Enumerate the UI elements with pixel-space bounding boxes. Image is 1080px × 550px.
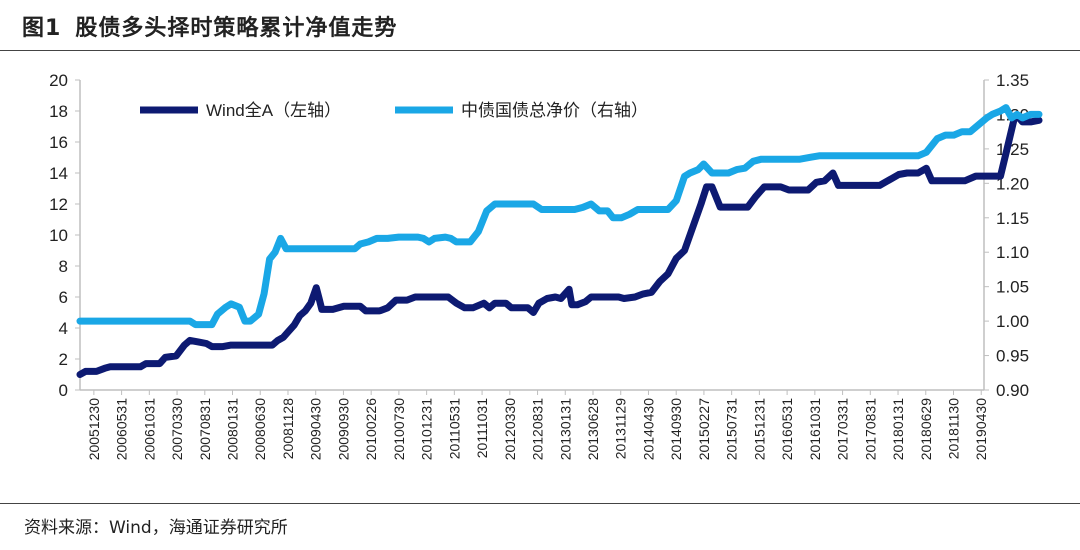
x-axis-tick-label: 20130131 bbox=[557, 398, 573, 461]
x-axis-tick-label: 20051230 bbox=[86, 398, 102, 461]
right-axis-tick-label: 0.90 bbox=[996, 381, 1029, 400]
x-axis-tick-label: 20111031 bbox=[474, 398, 490, 458]
chart-area: 0 2 4 6 8 10 12 14 16 18 20 0.90 0.95 1.00 1.05 1.10 1.1… bbox=[0, 52, 1080, 500]
series-line-wind-all-a bbox=[76, 112, 1043, 378]
left-axis-tick-label: 2 bbox=[59, 350, 68, 369]
x-axis-tick-label: 20090930 bbox=[335, 398, 351, 461]
x-axis-tick-label: 20100226 bbox=[363, 398, 379, 461]
right-axis-tick-label: 1.10 bbox=[996, 243, 1029, 262]
x-axis-tick-label: 20061031 bbox=[141, 398, 157, 461]
right-axis-tick-label: 0.95 bbox=[996, 347, 1029, 366]
x-axis-tick-label: 20140430 bbox=[640, 398, 656, 461]
x-axis-tick-label: 20150731 bbox=[724, 398, 740, 461]
left-axis-tick-label: 20 bbox=[49, 71, 68, 90]
legend-label-govt-bond-index: 中债国债总净价（右轴） bbox=[461, 101, 648, 120]
left-axis-tick-label: 10 bbox=[49, 226, 68, 245]
left-axis-tick-label: 6 bbox=[59, 288, 68, 307]
right-axis-tick-label: 1.35 bbox=[996, 71, 1029, 90]
x-axis-tick-label: 20170331 bbox=[835, 398, 851, 461]
left-axis-tick-label: 14 bbox=[49, 164, 68, 183]
x-axis-tick-label: 20101231 bbox=[419, 398, 435, 461]
x-axis-tick-label: 20161031 bbox=[807, 398, 823, 461]
x-axis-tick-label: 20131129 bbox=[613, 398, 629, 459]
left-axis-tick-label: 4 bbox=[59, 319, 68, 338]
title-bar: 图1 股债多头择时策略累计净值走势 bbox=[0, 0, 1080, 51]
x-axis-tick-label: 20180131 bbox=[890, 398, 906, 461]
right-axis-tick-label: 1.05 bbox=[996, 278, 1029, 297]
x-axis-tick-label: 20080630 bbox=[252, 398, 268, 461]
x-axis-tick-label: 20160531 bbox=[779, 398, 795, 461]
right-axis-tick-label: 1.00 bbox=[996, 312, 1029, 331]
x-axis-tick-label: 20150227 bbox=[696, 398, 712, 461]
left-axis-tick-label: 8 bbox=[59, 257, 68, 276]
x-axis-tick-label: 20070330 bbox=[169, 398, 185, 461]
figure-number: 图1 bbox=[22, 16, 62, 41]
x-axis-tick-label: 20120330 bbox=[502, 398, 518, 461]
line-chart: 0 2 4 6 8 10 12 14 16 18 20 0.90 0.95 1.00 1.05 1.10 1.1… bbox=[49, 71, 1043, 461]
legend-label-wind-all-a: Wind全A（左轴） bbox=[206, 101, 341, 120]
x-axis-tick-label: 20070831 bbox=[197, 398, 213, 461]
source-divider bbox=[0, 503, 1080, 504]
x-axis-tick-label: 20090430 bbox=[308, 398, 324, 461]
x-axis-tick-label: 20080131 bbox=[225, 398, 241, 461]
left-axis-tick-label: 0 bbox=[59, 381, 68, 400]
x-axis-tick-label: 20081128 bbox=[280, 398, 296, 459]
figure-caption: 股债多头择时策略累计净值走势 bbox=[75, 16, 398, 41]
x-axis-tick-label: 20140930 bbox=[668, 398, 684, 461]
series-line-govt-bond-index bbox=[76, 104, 1043, 329]
x-axis-tick-label: 20130628 bbox=[585, 398, 601, 461]
x-axis-tick-label: 20180629 bbox=[918, 398, 934, 461]
x-axis-tick-label: 20110531 bbox=[446, 398, 462, 459]
x-axis-tick-label: 20181130 bbox=[945, 398, 961, 459]
left-axis-tick-label: 18 bbox=[49, 102, 68, 121]
right-axis-tick-label: 1.15 bbox=[996, 209, 1029, 228]
right-axis-tick-label: 1.25 bbox=[996, 140, 1029, 159]
figure-title: 图1 股债多头择时策略累计净值走势 bbox=[22, 10, 397, 42]
left-axis-tick-label: 16 bbox=[49, 133, 68, 152]
x-axis-tick-label: 20060531 bbox=[114, 398, 130, 461]
x-axis-tick-label: 20120831 bbox=[530, 398, 546, 461]
x-axis-tick-label: 20100730 bbox=[391, 398, 407, 461]
x-axis-tick-label: 20190430 bbox=[973, 398, 989, 461]
x-axis-tick-label: 20170831 bbox=[862, 398, 878, 461]
right-axis-tick-label: 1.20 bbox=[996, 174, 1029, 193]
x-axis-tick-label: 20151231 bbox=[751, 398, 767, 461]
source-note: 资料来源：Wind，海通证券研究所 bbox=[24, 518, 288, 538]
left-axis-tick-label: 12 bbox=[49, 195, 68, 214]
